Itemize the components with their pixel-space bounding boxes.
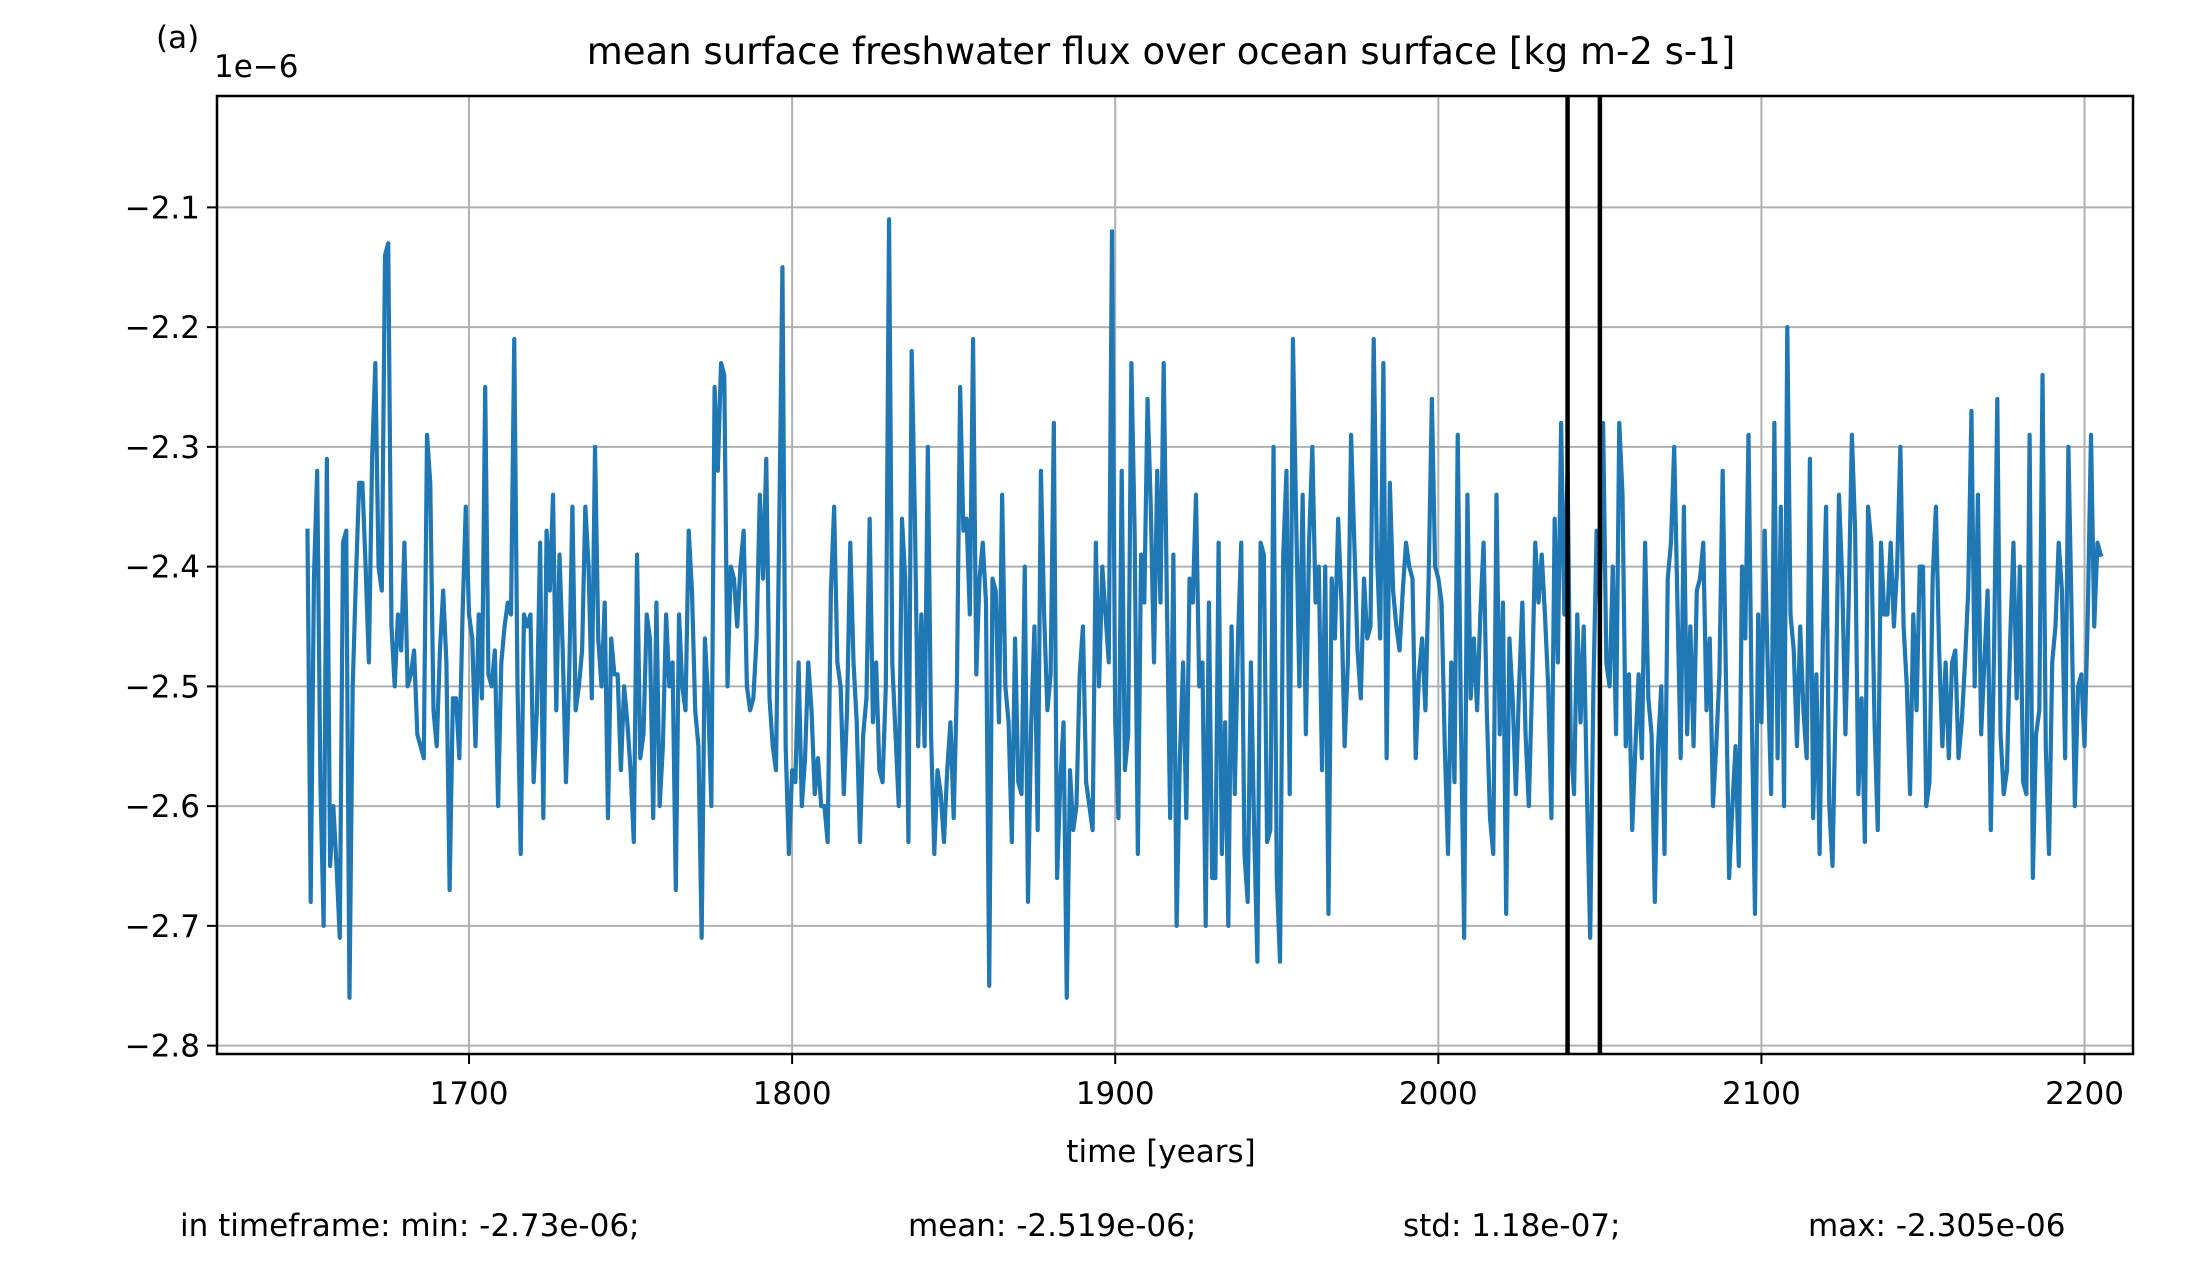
chart-title: mean surface freshwater flux over ocean … (587, 30, 1736, 73)
x-tick-label: 1900 (1076, 1076, 1155, 1112)
y-tick-label: −2.3 (125, 430, 200, 466)
series-layer (305, 217, 2104, 1000)
series-line (305, 217, 2104, 1000)
y-tick-label: −2.5 (125, 669, 200, 705)
y-offset-text: 1e−6 (214, 49, 299, 85)
stats-std: std: 1.18e-07; (1403, 1208, 1621, 1244)
x-tick-label: 2200 (2045, 1076, 2124, 1112)
stats-min: in timeframe: min: -2.73e-06; (180, 1208, 640, 1244)
plot-frame (215, 94, 2135, 1056)
x-tick-label: 1700 (430, 1076, 509, 1112)
stats-mean: mean: -2.519e-06; (908, 1208, 1197, 1244)
x-tick-label: 2000 (1399, 1076, 1478, 1112)
y-tick-label: −2.1 (125, 190, 200, 226)
y-tick-label: −2.2 (125, 310, 200, 346)
stats-line: in timeframe: min: -2.73e-06; mean: -2.5… (0, 1208, 2196, 1258)
y-tick-label: −2.4 (125, 550, 200, 586)
panel-label: (a) (156, 20, 199, 56)
x-tick-label: 1800 (753, 1076, 832, 1112)
axis-ticks: 1700 1800 1900 2000 2100 2200 −2.1 −2.2 −2.3 −2.4… (125, 190, 2124, 1112)
x-tick-label: 2100 (1722, 1076, 1801, 1112)
y-tick-label: −2.8 (125, 1029, 200, 1065)
y-tick-label: −2.6 (125, 789, 200, 825)
stats-max: max: -2.305e-06 (1808, 1208, 2066, 1244)
y-tick-label: −2.7 (125, 909, 200, 945)
x-axis-label: time [years] (1066, 1134, 1255, 1170)
vertical-markers (1565, 96, 1603, 1054)
